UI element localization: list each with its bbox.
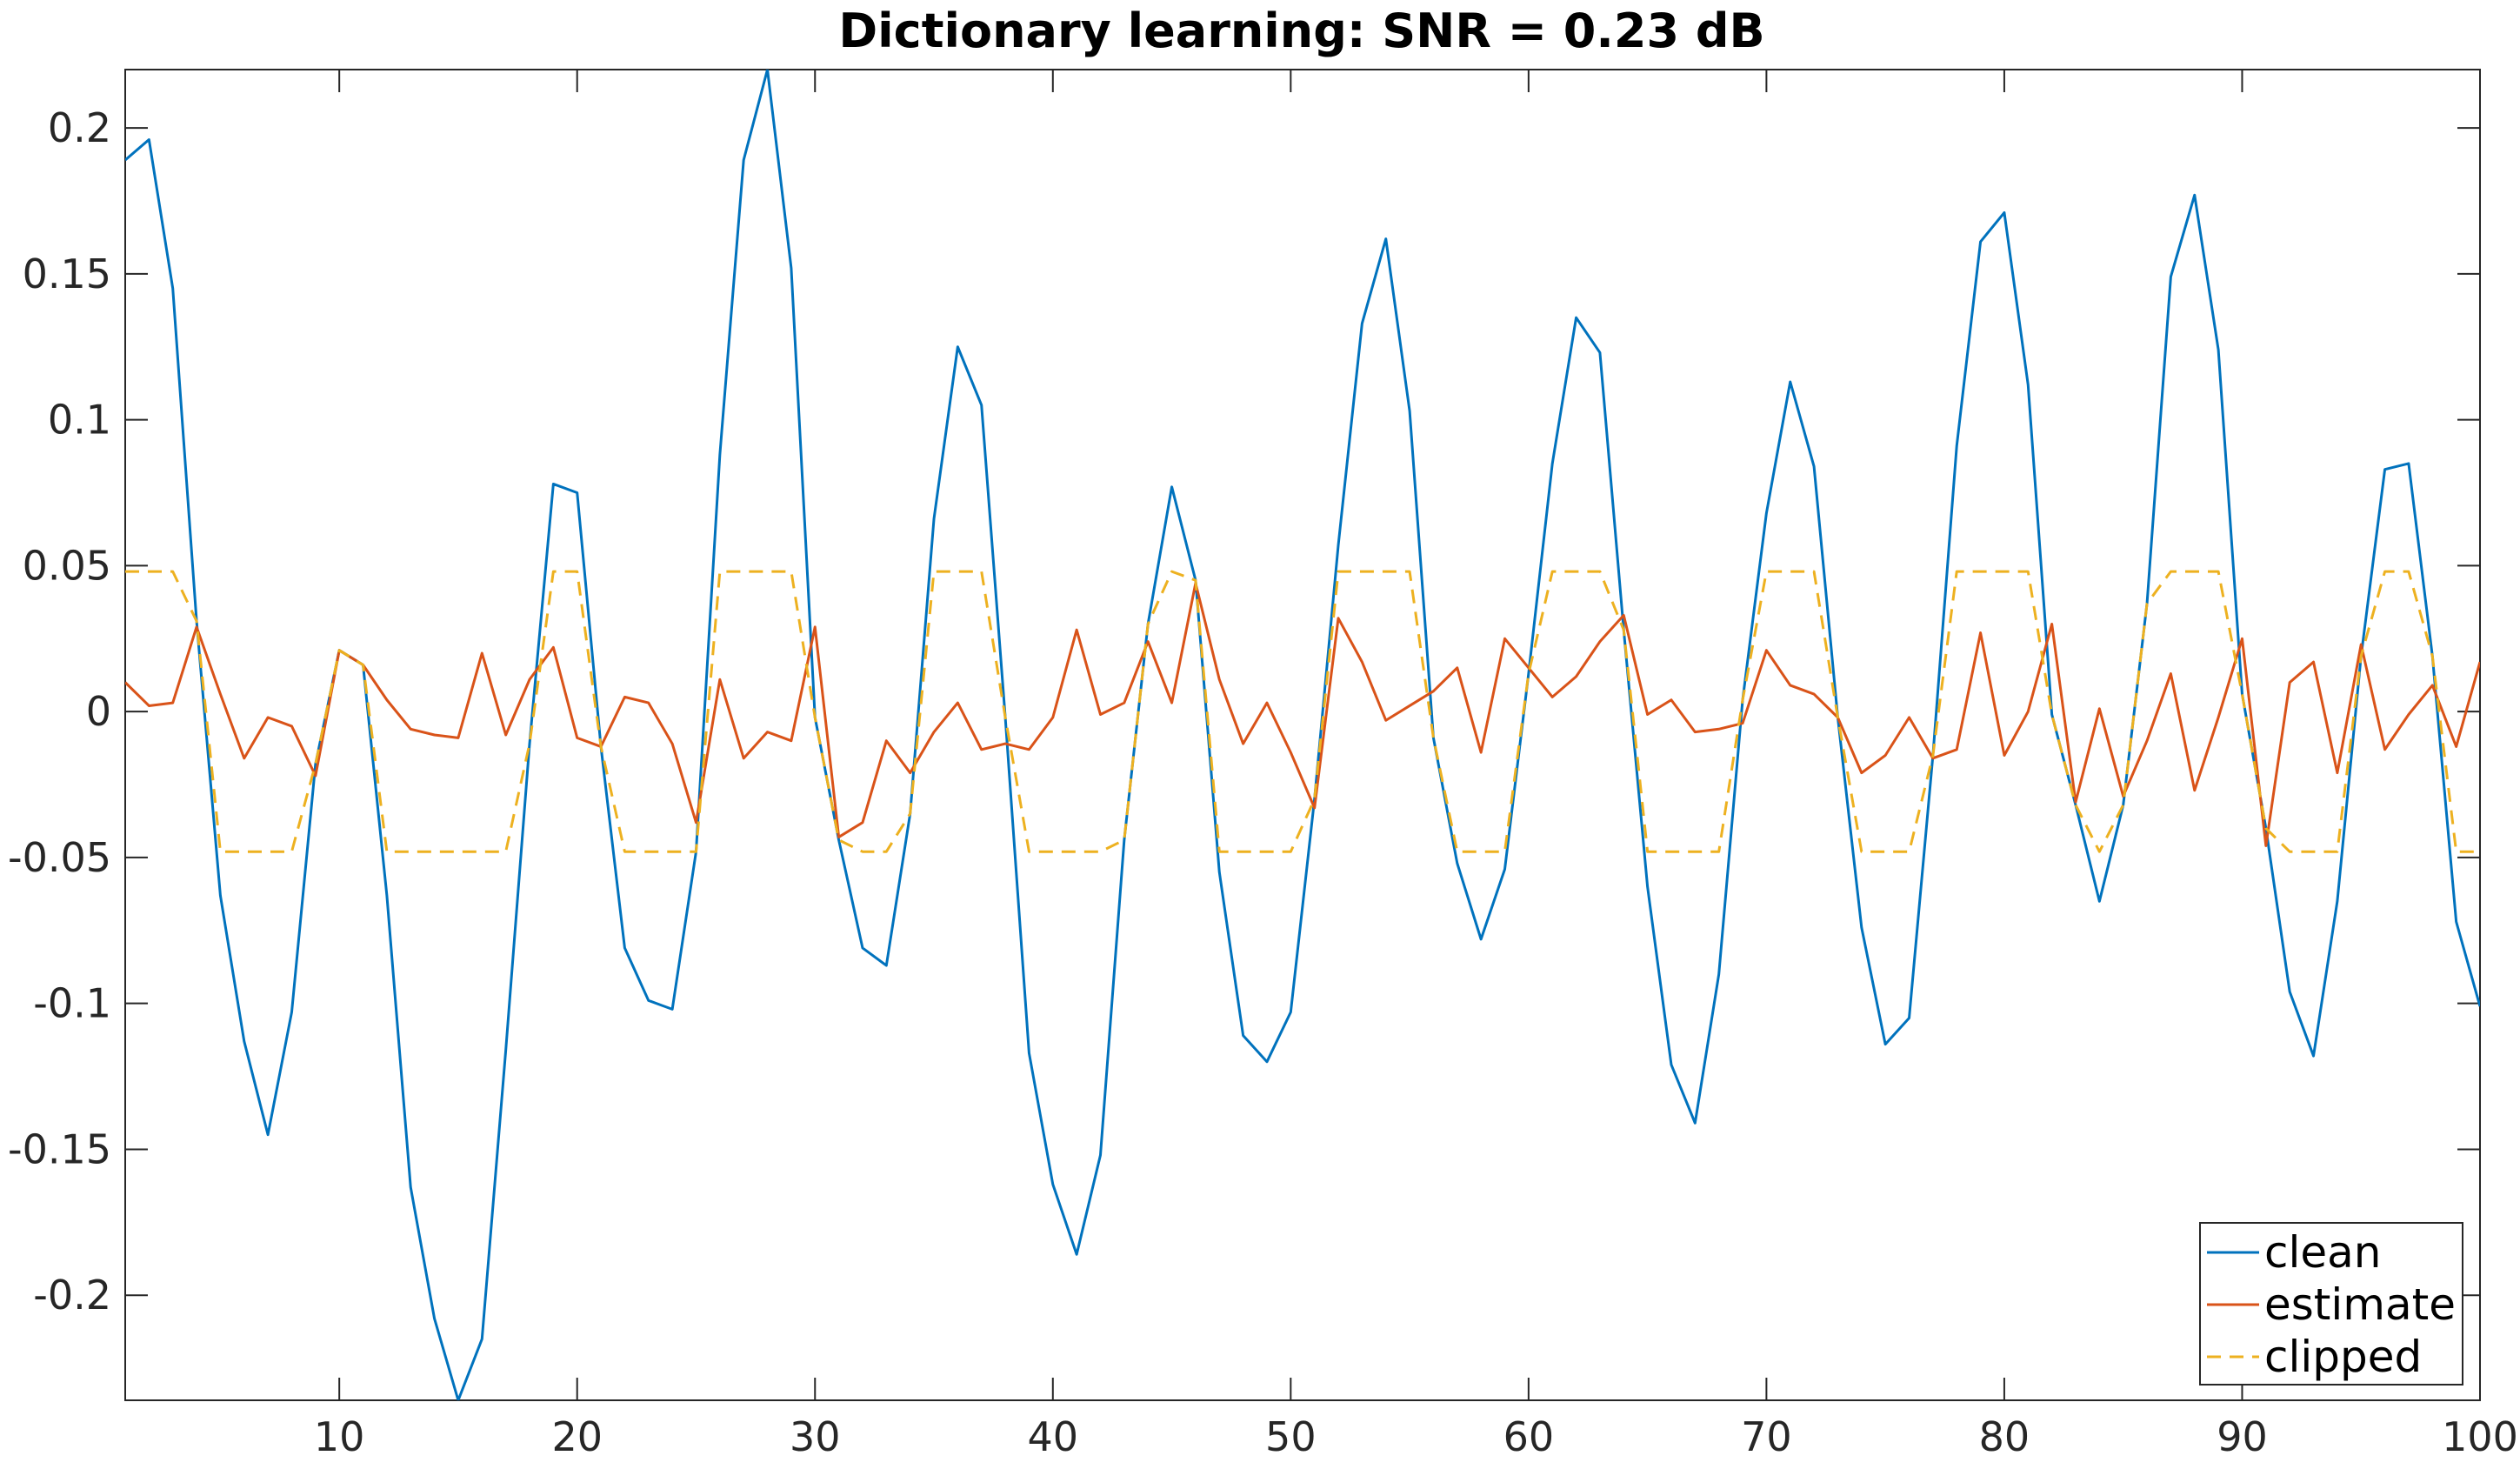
- x-tick-label: 90: [2217, 1413, 2268, 1460]
- series-line-clipped: [125, 570, 2480, 853]
- x-tick-label: 20: [551, 1413, 603, 1460]
- legend-label-clipped: clipped: [2264, 1332, 2422, 1382]
- y-tick-label: -0.15: [8, 1125, 111, 1172]
- x-tick-label: 60: [1503, 1413, 1555, 1460]
- y-tick-label: 0.1: [48, 397, 111, 444]
- legend-label-estimate: estimate: [2264, 1279, 2456, 1330]
- x-tick-label: 50: [1265, 1413, 1317, 1460]
- y-tick-label: 0.05: [23, 542, 111, 589]
- y-tick-label: 0.2: [48, 104, 111, 151]
- legend-label-clean: clean: [2264, 1227, 2381, 1278]
- x-tick-label: 30: [790, 1413, 841, 1460]
- x-tick-label: 40: [1028, 1413, 1079, 1460]
- y-tick-label: -0.2: [33, 1272, 111, 1319]
- x-tick-label: 10: [314, 1413, 365, 1460]
- series-line-estimate: [125, 582, 2480, 847]
- axes-box: [124, 69, 2481, 1401]
- x-tick-label: 70: [1741, 1413, 1792, 1460]
- y-tick-label: 0.15: [23, 250, 111, 297]
- y-tick-label: 0: [86, 688, 111, 735]
- y-tick-label: -0.05: [8, 834, 111, 881]
- x-tick-label: 80: [1979, 1413, 2030, 1460]
- x-tick-label: 100: [2442, 1413, 2518, 1460]
- chart-title: Dictionary learning: SNR = 0.23 dB: [838, 3, 1764, 58]
- y-tick-label: -0.1: [33, 980, 111, 1027]
- series-line-clean: [125, 70, 2480, 1400]
- plot-area: 10 20 30 40 50 60 70 80 90 100 0.2 0.15 0.1 0.05 0 -0.0…: [8, 69, 2518, 1460]
